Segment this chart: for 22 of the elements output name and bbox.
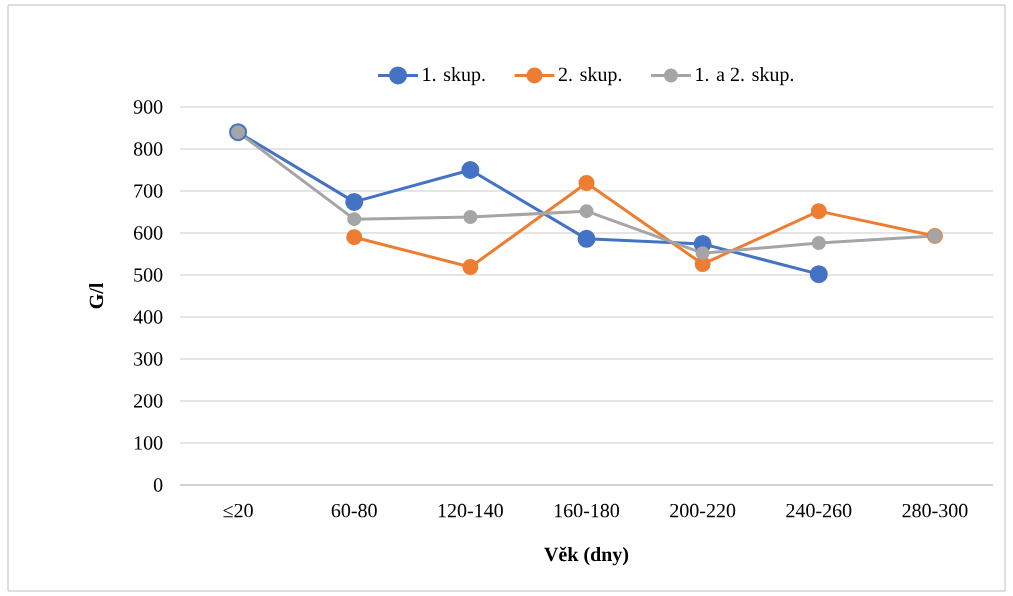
y-tick-label: 600 <box>134 226 163 240</box>
x-tick-label: 200-220 <box>670 503 736 518</box>
x-axis-title: Věk (dny) <box>544 546 629 566</box>
legend-label: 1. skup. <box>423 67 485 86</box>
x-tick-label: 240-260 <box>786 503 852 518</box>
x-tick-label: 120-140 <box>438 503 503 518</box>
legend-label: 2. skup. <box>558 67 622 86</box>
x-tick-label: ≤20 <box>223 503 253 518</box>
x-tick-label: 160-180 <box>554 503 620 518</box>
y-tick-label: 800 <box>133 142 163 156</box>
y-tick-label: 900 <box>133 100 163 114</box>
y-tick-label: 200 <box>134 394 163 408</box>
y-tick-label: 400 <box>133 310 163 324</box>
x-tick-label: 60-80 <box>331 503 377 518</box>
x-tick-label: 280-300 <box>902 503 968 518</box>
legend-label: 1. a 2. skup. <box>696 67 794 86</box>
y-tick-label: 300 <box>134 352 163 366</box>
y-tick-label: 100 <box>134 436 163 450</box>
y-tick-label: 500 <box>134 268 163 282</box>
y-tick-label: 0 <box>153 478 163 492</box>
y-axis-title: G/l <box>89 283 104 309</box>
y-tick-label: 700 <box>134 184 163 198</box>
